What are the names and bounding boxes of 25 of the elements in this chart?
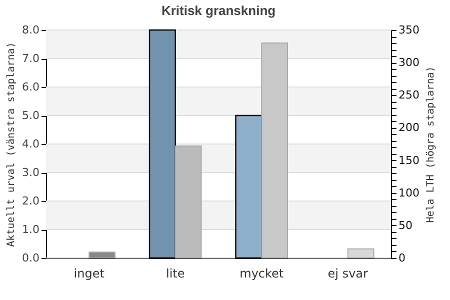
y-tick-label: 1.0 (22, 223, 40, 236)
y2-tick-label: 350 (398, 24, 420, 36)
y2-tick-label: 200 (398, 121, 420, 134)
x-tick-label: mycket (240, 266, 284, 280)
y-tick-label: 4.0 (22, 138, 40, 150)
y-tick-label: 8.0 (22, 24, 40, 36)
chart-title: Kritisk granskning (161, 3, 276, 18)
y2-axis-title: Hela LTH (högra staplarna) (425, 66, 436, 223)
y-axis-title: Aktuellt urval (vänstra staplarna) (6, 42, 18, 247)
x-tick-label: lite (166, 266, 185, 280)
y-tick-label: 6.0 (22, 80, 40, 94)
y-tick-label: 0.0 (22, 252, 40, 264)
y2-tick-label: 150 (398, 154, 420, 167)
x-tick-label: inget (74, 266, 105, 280)
y2-tick-label: 50 (398, 218, 412, 232)
y-tick-label: 7.0 (22, 52, 40, 65)
y-tick-label: 2.0 (22, 194, 40, 208)
y-tick-label: 3.0 (22, 166, 40, 179)
y2-tick-label: 250 (398, 88, 420, 102)
y2-tick-label: 0 (398, 252, 406, 264)
y-tick-label: 5.0 (22, 109, 40, 122)
y2-tick-label: 300 (398, 56, 420, 70)
x-tick-label: ej svar (328, 266, 368, 280)
bar (88, 252, 116, 258)
y2-tick-label: 100 (398, 186, 420, 200)
